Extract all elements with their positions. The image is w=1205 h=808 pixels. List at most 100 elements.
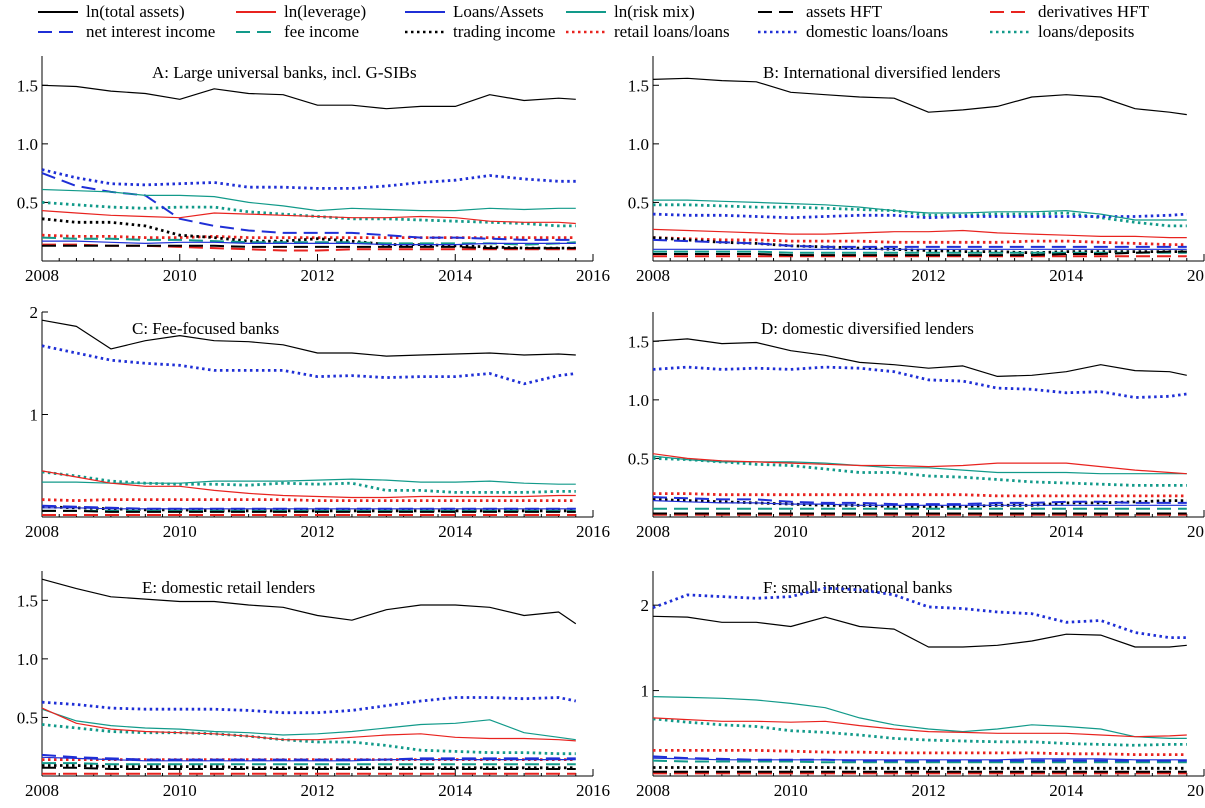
y-tick-label: 1.5: [628, 332, 649, 351]
x-tick-label: 2008: [636, 266, 670, 285]
series-line-ln-risk-mix: [652, 696, 1187, 740]
y-tick-label: 1.0: [17, 135, 38, 154]
panel-title: C: Fee-focused banks: [132, 319, 279, 338]
legend-label-ln-total-assets: ln(total assets): [86, 2, 185, 21]
legend-label-ln-leverage: ln(leverage): [284, 2, 366, 21]
y-tick-label: 1.5: [628, 76, 649, 95]
series-line-loans-deposits: [653, 203, 1187, 228]
series-line-loans-assets: [42, 240, 576, 246]
x-tick-label: 2010: [774, 781, 808, 800]
x-tick-label: 2012: [301, 522, 335, 541]
x-tick-label: 2010: [774, 266, 808, 285]
series-line-ln-total-assets: [41, 578, 577, 625]
x-tick-label: 2010: [774, 522, 808, 541]
chart-panel-5: E: domestic retail lenders 0.5 1.0 1.5 2008 2…: [17, 571, 610, 800]
x-tick-label: 2008: [25, 522, 59, 541]
series-line-ln-risk-mix: [41, 708, 576, 741]
series-line-net-interest-income: [41, 753, 576, 761]
series-line-assets-hft: [42, 766, 576, 770]
x-tick-label: 2016: [576, 522, 610, 541]
series-line-ln-total-assets: [41, 319, 576, 357]
series-line-loans-assets: [41, 756, 576, 762]
x-tick-label: 2012: [301, 266, 335, 285]
series-line-retail-loans-loans: [653, 492, 1187, 498]
series-line-trading-income: [653, 766, 1187, 770]
series-line-retail-loans-loans: [41, 233, 576, 240]
series-line-domestic-loans-loans: [41, 168, 576, 190]
series-line-fee-income: [652, 759, 1187, 764]
series-line-loans-deposits: [652, 717, 1187, 747]
series-line-domestic-loans-loans: [41, 696, 577, 715]
series-line-ln-risk-mix: [652, 455, 1187, 475]
legend-label-loans-deposits: loans/deposits: [1038, 22, 1134, 41]
x-tick-label: 2010: [163, 522, 197, 541]
series-line-loans-assets: [42, 507, 576, 510]
y-tick-label: 1.0: [17, 650, 38, 669]
legend-label-fee-income: fee income: [284, 22, 359, 41]
panel-title: D: domestic diversified lenders: [761, 319, 974, 338]
series-line-fee-income: [41, 236, 576, 246]
chart-panel-3: C: Fee-focused banks 1 2 2008 2010 2012 2014 20…: [25, 303, 610, 541]
series-line-retail-loans-loans: [41, 498, 576, 503]
legend-label-net-interest-income: net interest income: [86, 22, 215, 41]
series-line-trading-income: [41, 217, 576, 250]
series-line-ln-risk-mix: [41, 188, 576, 212]
x-tick-label: 2014: [438, 522, 473, 541]
series-line-fee-income: [42, 762, 576, 766]
series-line-ln-risk-mix: [653, 199, 1187, 221]
x-tick-label: 2016: [1187, 522, 1205, 541]
series-line-ln-total-assets: [41, 84, 576, 110]
panel-title: E: domestic retail lenders: [142, 578, 315, 597]
series-line-assets-hft: [42, 244, 576, 250]
y-tick-label: 2: [30, 303, 39, 322]
series-line-domestic-loans-loans: [652, 365, 1187, 399]
panel-title: B: International diversified lenders: [763, 63, 1000, 82]
series-line-ln-total-assets: [652, 615, 1187, 648]
y-tick-label: 1: [641, 682, 650, 701]
x-tick-label: 2014: [1049, 781, 1084, 800]
x-tick-label: 2014: [1049, 522, 1084, 541]
chart-panel-4: D: domestic diversified lenders 0.5 1.0 1.5…: [628, 312, 1205, 541]
x-tick-label: 2008: [25, 266, 59, 285]
chart-panel-1: A: Large universal banks, incl. G-SIBs 0.…: [17, 56, 610, 285]
series-line-net-interest-income: [652, 496, 1187, 506]
y-tick-label: 1.5: [17, 591, 38, 610]
legend-label-retail-loans-loans: retail loans/loans: [614, 22, 730, 41]
y-tick-label: 1.0: [628, 391, 649, 410]
x-tick-label: 2010: [163, 781, 197, 800]
panel-title: F: small international banks: [763, 578, 952, 597]
legend-label-loans-assets: Loans/Assets: [453, 2, 544, 21]
x-tick-label: 2016: [1187, 266, 1205, 285]
series-line-ln-total-assets: [652, 77, 1187, 116]
x-tick-label: 2016: [1187, 781, 1205, 800]
y-tick-label: 0.5: [628, 193, 649, 212]
series-line-loans-assets: [652, 757, 1187, 761]
x-tick-label: 2012: [912, 522, 946, 541]
x-tick-label: 2008: [636, 522, 670, 541]
series-line-ln-leverage: [41, 707, 576, 742]
x-tick-label: 2008: [636, 781, 670, 800]
chart-panels: A: Large universal banks, incl. G-SIBs 0.…: [17, 56, 1205, 800]
chart-panel-2: B: International diversified lenders 0.5 1…: [628, 56, 1205, 285]
series-line-loans-deposits: [41, 723, 576, 756]
series-line-loans-assets: [652, 500, 1187, 506]
x-tick-label: 2014: [438, 781, 473, 800]
legend-label-assets-hft: assets HFT: [806, 2, 883, 21]
x-tick-label: 2016: [576, 781, 610, 800]
x-tick-label: 2012: [301, 781, 335, 800]
series-line-ln-leverage: [41, 210, 576, 225]
y-tick-label: 1.5: [17, 76, 38, 95]
y-tick-label: 0.5: [17, 193, 38, 212]
series-line-loans-deposits: [41, 470, 576, 494]
y-tick-label: 1: [30, 406, 39, 425]
y-tick-label: 0.5: [628, 449, 649, 468]
series-line-loans-deposits: [652, 457, 1187, 487]
x-tick-label: 2010: [163, 266, 197, 285]
series-line-ln-leverage: [41, 470, 576, 499]
chart-panel-6: F: small international banks 1 2 2008 2010 20…: [636, 571, 1205, 800]
series-line-ln-risk-mix: [42, 478, 576, 485]
series-line-ln-leverage: [652, 717, 1187, 738]
x-tick-label: 2012: [912, 781, 946, 800]
series-line-assets-hft: [42, 509, 576, 513]
